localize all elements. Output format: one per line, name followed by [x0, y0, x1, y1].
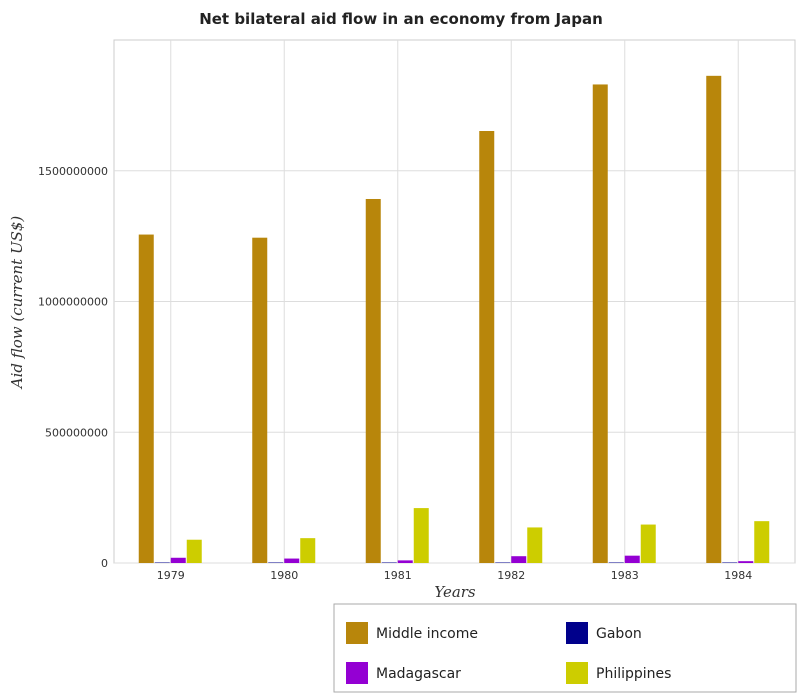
bar-middle-income: [138, 234, 154, 563]
bar-gabon: [154, 562, 170, 563]
legend: Middle income Gabon Madagascar Philippines: [333, 603, 797, 693]
x-axis: 1979 1980 1981 1982 1983 1984: [157, 569, 753, 582]
bar-madagascar: [624, 555, 640, 563]
y-tick-label: 0: [101, 557, 108, 570]
bar-gabon: [722, 562, 738, 563]
bar-middle-income: [365, 198, 381, 563]
bar-madagascar: [397, 560, 413, 563]
bar-middle-income: [592, 84, 608, 563]
y-axis-label: Aid flow (current US$): [8, 216, 26, 391]
bar-gabon: [495, 562, 511, 563]
x-tick-label: 1981: [384, 569, 412, 582]
legend-label: Middle income: [376, 626, 478, 642]
bar-philippines: [186, 539, 202, 563]
bar-madagascar: [511, 556, 527, 563]
y-tick-label: 1500000000: [38, 165, 108, 178]
legend-swatch: [346, 662, 368, 684]
bar-middle-income: [706, 75, 722, 563]
y-axis: 0 500000000 1000000000 1500000000: [38, 165, 108, 570]
bar-madagascar: [738, 561, 754, 563]
legend-swatch: [346, 622, 368, 644]
bar-gabon: [608, 562, 624, 563]
y-tick-label: 500000000: [45, 426, 108, 439]
bar-philippines: [527, 527, 543, 563]
plot-area: [113, 39, 796, 564]
legend-box: [333, 603, 797, 693]
bar-philippines: [640, 524, 656, 563]
chart-title: Net bilateral aid flow in an economy fro…: [199, 10, 603, 28]
bar-philippines: [413, 508, 429, 563]
bar-philippines: [300, 538, 316, 563]
bar-madagascar: [284, 558, 300, 563]
x-tick-label: 1980: [270, 569, 298, 582]
x-tick-label: 1983: [611, 569, 639, 582]
legend-swatch: [566, 662, 588, 684]
bar-middle-income: [252, 237, 268, 563]
grid-lines: [114, 40, 795, 564]
x-tick-label: 1982: [497, 569, 525, 582]
y-tick-label: 1000000000: [38, 296, 108, 309]
bar-philippines: [754, 521, 770, 563]
x-tick-label: 1979: [157, 569, 185, 582]
legend-swatch: [566, 622, 588, 644]
bar-gabon: [268, 562, 284, 563]
bars: [138, 75, 770, 563]
legend-label: Philippines: [596, 666, 671, 682]
bar-middle-income: [479, 131, 495, 563]
x-tick-label: 1984: [724, 569, 752, 582]
legend-label: Gabon: [596, 626, 642, 642]
x-axis-label: Years: [434, 583, 476, 601]
bar-madagascar: [170, 557, 186, 563]
bar-gabon: [381, 562, 397, 563]
legend-label: Madagascar: [376, 666, 461, 682]
